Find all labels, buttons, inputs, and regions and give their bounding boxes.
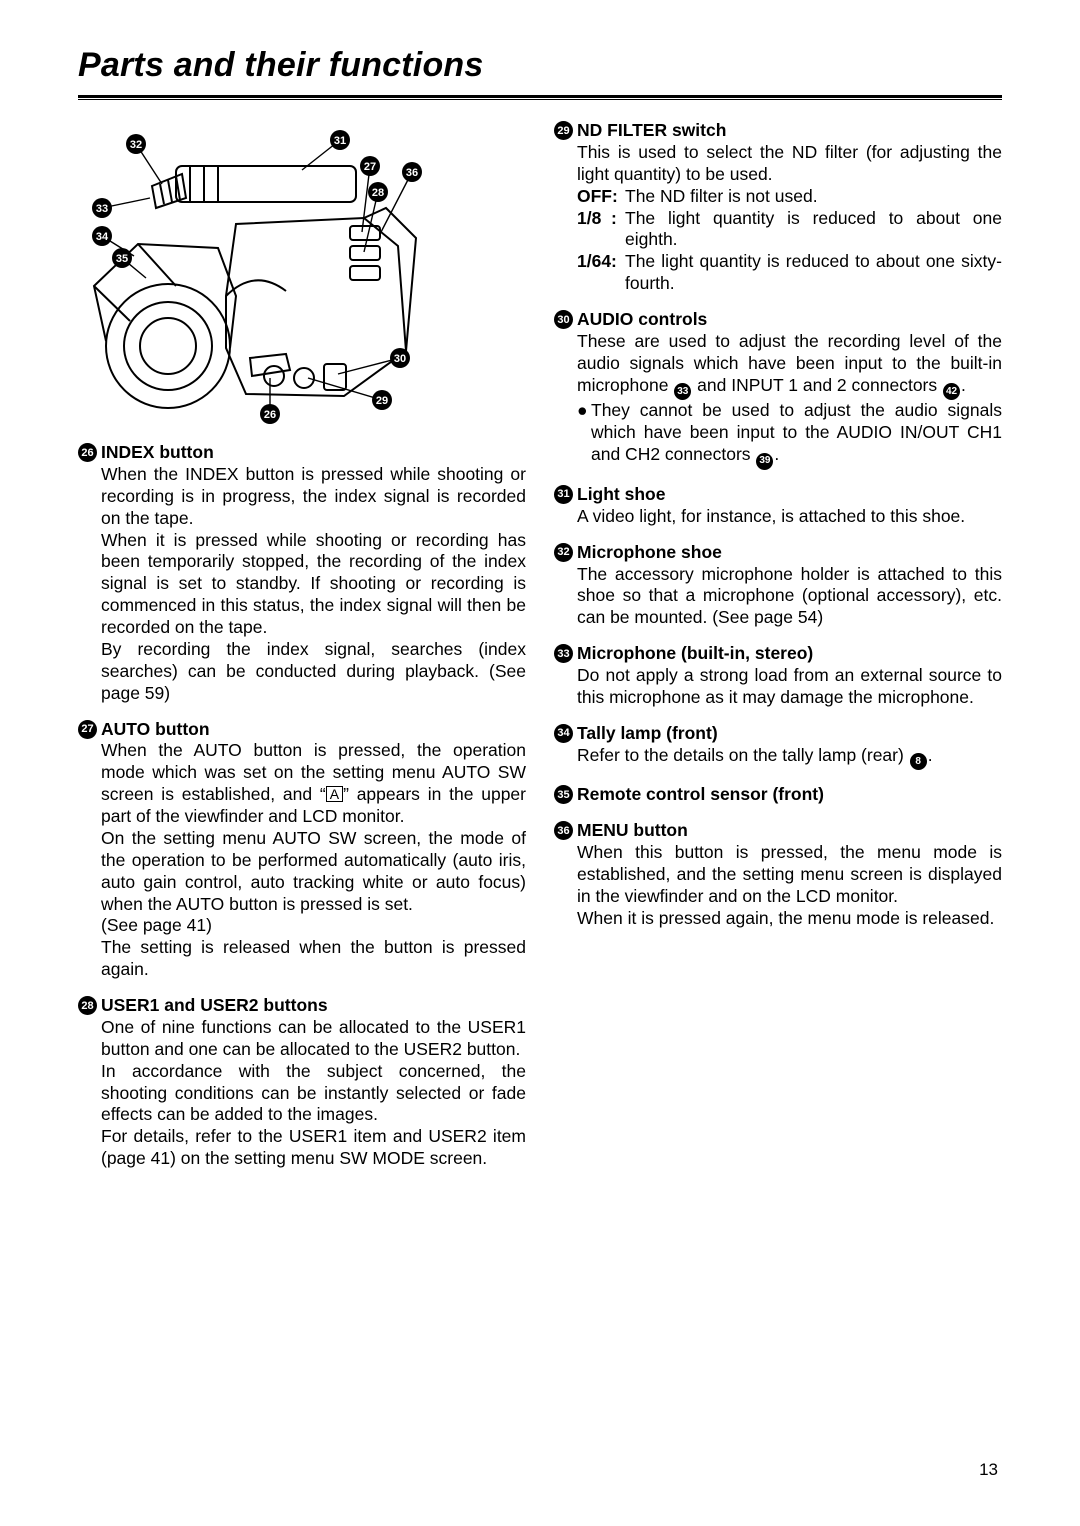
entry-30-title: AUDIO controls xyxy=(577,309,707,331)
page-title: Parts and their functions xyxy=(78,46,1002,85)
entry-29-title: ND FILTER switch xyxy=(577,120,726,142)
ref-8-icon: 8 xyxy=(910,753,927,770)
entry-32-title: Microphone shoe xyxy=(577,542,722,564)
entry-36-p1: When this button is pressed, the menu mo… xyxy=(577,842,1002,908)
num-30: 30 xyxy=(554,310,573,329)
entry-26-p1: When the INDEX button is pressed while s… xyxy=(101,464,526,530)
entry-29: 29 ND FILTER switch This is used to sele… xyxy=(554,120,1002,295)
entry-27-p2: On the setting menu AUTO SW screen, the … xyxy=(101,828,526,916)
entry-31: 31 Light shoe A video light, for instanc… xyxy=(554,484,1002,528)
entry-33-p1: Do not apply a strong load from an exter… xyxy=(577,665,1002,709)
entry-30-p1: These are used to adjust the recording l… xyxy=(577,331,1002,401)
camera-diagram: 32 31 27 36 xyxy=(78,120,526,442)
callout-29: 29 xyxy=(308,378,392,410)
num-28: 28 xyxy=(78,996,97,1015)
svg-text:36: 36 xyxy=(406,167,418,179)
rule-thick xyxy=(78,95,1002,98)
ref-42-icon: 42 xyxy=(943,383,960,400)
entry-30-bullet: ● They cannot be used to adjust the audi… xyxy=(554,400,1002,470)
entry-35: 35 Remote control sensor (front) xyxy=(554,784,1002,806)
entry-30: 30 AUDIO controls These are used to adju… xyxy=(554,309,1002,470)
two-column-layout: 32 31 27 36 xyxy=(78,120,1002,1184)
entry-34-title: Tally lamp (front) xyxy=(577,723,718,745)
entry-26: 26 INDEX button When the INDEX button is… xyxy=(78,442,526,705)
def-1-64: 1/64: The light quantity is reduced to a… xyxy=(577,251,1002,295)
entry-31-p1: A video light, for instance, is attached… xyxy=(577,506,1002,528)
entry-28-title: USER1 and USER2 buttons xyxy=(101,995,328,1017)
left-column: 32 31 27 36 xyxy=(78,120,526,1184)
svg-text:33: 33 xyxy=(96,203,108,215)
callout-35: 35 xyxy=(112,248,146,278)
def-off: OFF: The ND filter is not used. xyxy=(577,186,1002,208)
svg-text:30: 30 xyxy=(394,353,406,365)
entry-32-p1: The accessory microphone holder is attac… xyxy=(577,564,1002,630)
entry-27-title: AUTO button xyxy=(101,719,210,741)
right-column: 29 ND FILTER switch This is used to sele… xyxy=(554,120,1002,1184)
callout-32: 32 xyxy=(126,134,162,184)
entry-33-title: Microphone (built-in, stereo) xyxy=(577,643,813,665)
num-34: 34 xyxy=(554,724,573,743)
svg-text:26: 26 xyxy=(264,409,276,421)
a-box-icon: A xyxy=(326,786,343,802)
entry-28-p1: One of nine functions can be allocated t… xyxy=(101,1017,526,1061)
svg-text:35: 35 xyxy=(116,253,128,265)
svg-text:32: 32 xyxy=(130,139,142,151)
entry-26-title: INDEX button xyxy=(101,442,214,464)
entry-36: 36 MENU button When this button is press… xyxy=(554,820,1002,929)
entry-34-p1: Refer to the details on the tally lamp (… xyxy=(577,745,1002,771)
entry-27-p4: The setting is released when the button … xyxy=(101,937,526,981)
svg-text:29: 29 xyxy=(376,395,388,407)
def-1-8: 1/8 : The light quantity is reduced to a… xyxy=(577,208,1002,252)
callout-30: 30 xyxy=(338,348,410,374)
rule-thin xyxy=(78,99,1002,100)
entry-28: 28 USER1 and USER2 buttons One of nine f… xyxy=(78,995,526,1170)
entry-31-title: Light shoe xyxy=(577,484,665,506)
entry-32: 32 Microphone shoe The accessory microph… xyxy=(554,542,1002,630)
entry-34: 34 Tally lamp (front) Refer to the detai… xyxy=(554,723,1002,771)
num-27: 27 xyxy=(78,720,97,739)
entry-28-p3: For details, refer to the USER1 item and… xyxy=(101,1126,526,1170)
svg-text:28: 28 xyxy=(372,187,384,199)
entry-28-p2: In accordance with the subject concerned… xyxy=(101,1061,526,1127)
ref-33-icon: 33 xyxy=(674,383,691,400)
page-number: 13 xyxy=(979,1460,998,1480)
entry-36-p2: When it is pressed again, the menu mode … xyxy=(577,908,1002,930)
num-33: 33 xyxy=(554,644,573,663)
callout-33: 33 xyxy=(92,198,150,218)
svg-text:31: 31 xyxy=(334,135,346,147)
camera-diagram-svg: 32 31 27 36 xyxy=(86,126,466,426)
entry-35-title: Remote control sensor (front) xyxy=(577,784,824,806)
entry-27-p1: When the AUTO button is pressed, the ope… xyxy=(101,740,526,828)
entry-36-title: MENU button xyxy=(577,820,688,842)
num-31: 31 xyxy=(554,485,573,504)
entry-29-p1: This is used to select the ND filter (fo… xyxy=(577,142,1002,186)
svg-text:34: 34 xyxy=(96,231,109,243)
num-35: 35 xyxy=(554,785,573,804)
entry-26-p2: When it is pressed while shooting or rec… xyxy=(101,530,526,639)
ref-39-icon: 39 xyxy=(756,453,773,470)
svg-text:27: 27 xyxy=(364,161,376,173)
num-32: 32 xyxy=(554,543,573,562)
entry-27: 27 AUTO button When the AUTO button is p… xyxy=(78,719,526,982)
num-29: 29 xyxy=(554,121,573,140)
entry-26-p3: By recording the index signal, searches … xyxy=(101,639,526,705)
entry-33: 33 Microphone (built-in, stereo) Do not … xyxy=(554,643,1002,709)
num-36: 36 xyxy=(554,821,573,840)
callout-31: 31 xyxy=(302,130,350,170)
num-26: 26 xyxy=(78,443,97,462)
entry-27-p3: (See page 41) xyxy=(101,915,526,937)
